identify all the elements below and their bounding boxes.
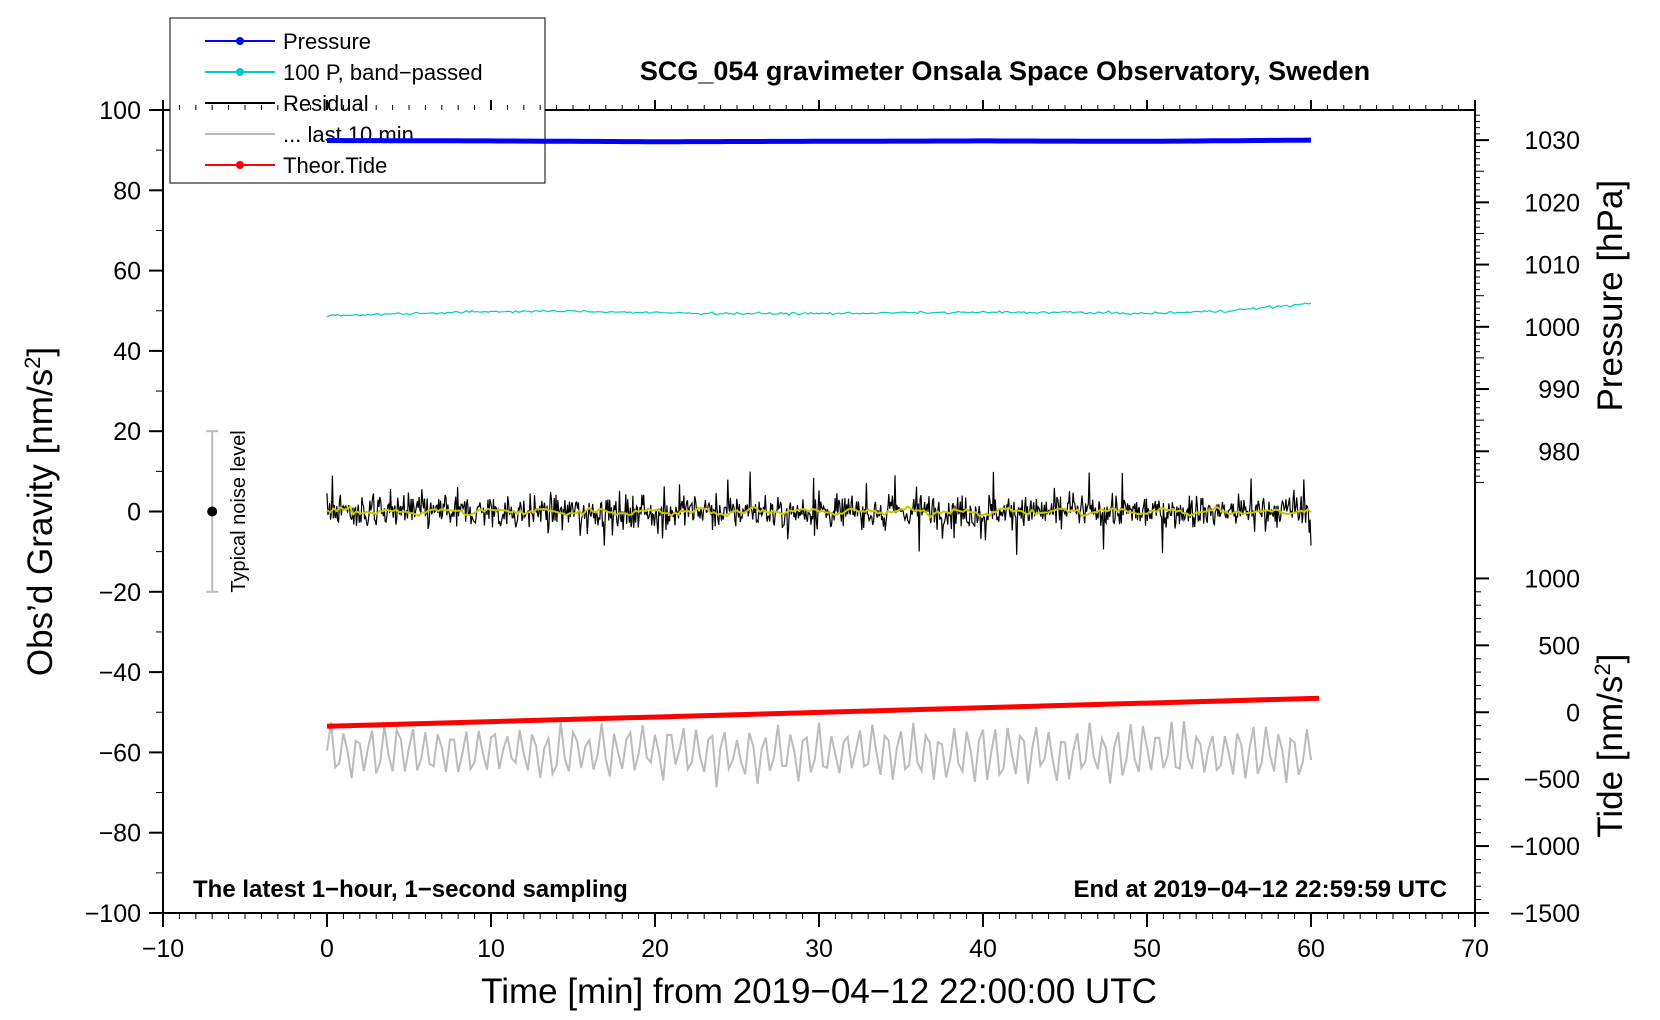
- series-layer: [206, 137, 1320, 788]
- pressure-tick-label: 1020: [1524, 189, 1580, 217]
- series-pressure: [327, 137, 1312, 145]
- annotation-end-time: End at 2019−04−12 22:59:59 UTC: [1073, 876, 1447, 903]
- x-tick-label: 0: [320, 935, 334, 963]
- y-tick-label: 80: [113, 177, 141, 205]
- tide-tick-label: −1000: [1510, 833, 1580, 861]
- tide-tick-label: 0: [1566, 699, 1580, 727]
- x-tick-label: 70: [1461, 935, 1489, 963]
- x-axis-title: Time [min] from 2019−04−12 22:00:00 UTC: [481, 972, 1157, 1011]
- series-theoretical-tide: [326, 695, 1320, 729]
- legend-label: Pressure: [283, 29, 371, 54]
- y-axis-title-tide: Tide [nm/s2]: [1590, 654, 1631, 838]
- x-tick-label: 20: [641, 935, 669, 963]
- series-smoothed-residual: [326, 505, 1312, 519]
- legend-marker: [236, 37, 244, 45]
- tide-tick-label: −500: [1524, 766, 1580, 794]
- x-tick-label: 60: [1297, 935, 1325, 963]
- series-last-10-min: [326, 720, 1312, 788]
- tide-tick-label: 1000: [1524, 565, 1580, 593]
- legend: Pressure 100 P, band−passed Residual ... la…: [169, 17, 546, 184]
- series-band-passed-pressure: [326, 302, 1312, 318]
- x-tick-label: 30: [805, 935, 833, 963]
- y-tick-label: 60: [113, 258, 141, 286]
- annotation-sampling: The latest 1−hour, 1−second sampling: [193, 876, 628, 903]
- x-tick-label: 10: [477, 935, 505, 963]
- tide-tick-label: 500: [1538, 632, 1580, 660]
- y-tick-label: −80: [99, 820, 141, 848]
- legend-marker: [236, 68, 244, 76]
- pressure-tick-label: 990: [1538, 376, 1580, 404]
- x-tick-label: 50: [1133, 935, 1161, 963]
- noise-bar-center-dot: [207, 506, 218, 517]
- tide-tick-label: −1500: [1510, 900, 1580, 928]
- chart-title: SCG_054 gravimeter Onsala Space Observat…: [640, 56, 1370, 86]
- y-axis-title-pressure: Pressure [hPa]: [1591, 180, 1630, 412]
- pressure-tick-label: 980: [1538, 438, 1580, 466]
- y-tick-label: 40: [113, 338, 141, 366]
- y-tick-label: 0: [127, 499, 141, 527]
- x-tick-label: −10: [142, 935, 184, 963]
- pressure-tick-label: 1030: [1524, 127, 1580, 155]
- legend-marker: [236, 161, 244, 169]
- pressure-tick-label: 1000: [1524, 314, 1580, 342]
- legend-label: ... last 10 min.: [283, 122, 420, 147]
- noise-level-label: Typical noise level: [228, 430, 250, 592]
- y-tick-label: −100: [85, 900, 141, 928]
- legend-label: 100 P, band−passed: [283, 60, 483, 85]
- y-tick-label: −40: [99, 659, 141, 687]
- y-tick-label: 20: [113, 418, 141, 446]
- y-tick-label: −60: [99, 739, 141, 767]
- y-tick-label: −20: [99, 579, 141, 607]
- legend-label: Residual: [283, 91, 369, 116]
- y-tick-label: 100: [99, 97, 141, 125]
- y-axis-title-gravity: Obs’d Gravity [nm/s2]: [20, 347, 61, 676]
- pressure-tick-label: 1010: [1524, 252, 1580, 280]
- legend-label: Theor.Tide: [283, 153, 387, 178]
- legend-box: [169, 17, 546, 184]
- x-tick-label: 40: [969, 935, 997, 963]
